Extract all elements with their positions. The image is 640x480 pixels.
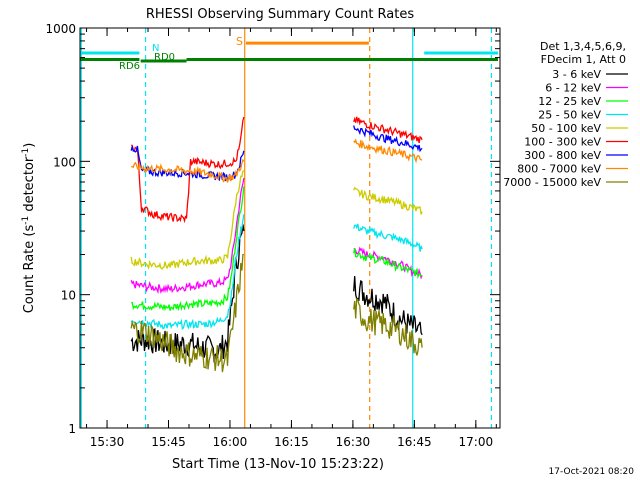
x-tick-label-3: 16:15 — [274, 435, 309, 449]
x-tick-label-4: 16:30 — [336, 435, 371, 449]
legend-label-0: 3 - 6 keV — [552, 68, 601, 81]
series-lines — [130, 116, 423, 373]
legend-label-3: 25 - 50 keV — [538, 109, 601, 122]
series-8-segment-1 — [353, 297, 423, 356]
series-4-segment-1 — [353, 186, 423, 215]
annotation-rd0: RD0 — [154, 52, 175, 63]
legend-label-6: 300 - 800 keV — [524, 149, 601, 162]
series-2-segment-1 — [353, 248, 423, 280]
y-axis-label: Count Rate (s-1 detector-1) — [21, 143, 37, 314]
series-5-segment-0 — [131, 116, 245, 224]
series-5-segment-1 — [353, 116, 423, 144]
annotation-rd6: RD6 — [119, 61, 140, 72]
x-tick-label-0: 15:30 — [90, 435, 125, 449]
series-4-segment-0 — [130, 170, 245, 270]
series-0-segment-0 — [130, 224, 245, 363]
legend-header-1: Det 1,3,4,5,6,9, — [540, 40, 626, 53]
series-6-segment-1 — [353, 125, 423, 153]
x-tick-label-6: 17:00 — [459, 435, 494, 449]
x-axis-label: Start Time (13-Nov-10 15:23:22) — [172, 457, 384, 472]
plot-area: 15:30 15:45 16:00 16:15 16:30 16:45 17:00 1101… — [45, 22, 501, 449]
x-tick-label-2: 16:00 — [213, 435, 248, 449]
legend-label-7: 800 - 7000 keV — [517, 163, 601, 176]
y-tick-label-3: 1000 — [45, 22, 76, 36]
y-tick-label-1: 10 — [61, 289, 76, 303]
y-tick-label-2: 100 — [53, 155, 76, 169]
x-tick-label-5: 16:45 — [397, 435, 432, 449]
y-tick-label-0: 1 — [68, 422, 76, 436]
y-axis-ticks: 1 10 100 1000 — [45, 22, 500, 436]
footer-date: 17-Oct-2021 08:20 — [549, 467, 635, 477]
legend-header-2: FDecim 1, Att 0 — [541, 53, 626, 66]
legend-label-4: 50 - 100 keV — [531, 122, 601, 135]
legend-label-5: 100 - 300 keV — [524, 136, 601, 149]
series-1-segment-0 — [130, 177, 245, 295]
annotation-s: S — [236, 35, 243, 48]
event-vlines — [80, 28, 492, 428]
chart-title: RHESSI Observing Summary Count Rates — [146, 7, 415, 22]
x-axis-ticks: 15:30 15:45 16:00 16:15 16:30 16:45 17:00 — [86, 28, 497, 449]
series-2-segment-0 — [131, 186, 245, 312]
legend-label-8: 7000 - 15000 keV — [503, 176, 601, 189]
series-6-segment-0 — [130, 145, 245, 182]
legend-label-2: 12 - 25 keV — [538, 95, 601, 108]
plot-frame — [79, 27, 501, 429]
x-tick-label-1: 15:45 — [151, 435, 186, 449]
series-7-segment-1 — [353, 138, 423, 164]
series-3-segment-0 — [130, 214, 245, 330]
series-7-segment-0 — [131, 158, 245, 183]
series-8-segment-0 — [130, 253, 244, 373]
series-0-segment-1 — [353, 276, 423, 336]
annotation-n: N — [152, 43, 159, 54]
status-bars — [80, 41, 498, 63]
series-3-segment-1 — [353, 223, 423, 252]
legend-label-1: 6 - 12 keV — [545, 82, 601, 95]
